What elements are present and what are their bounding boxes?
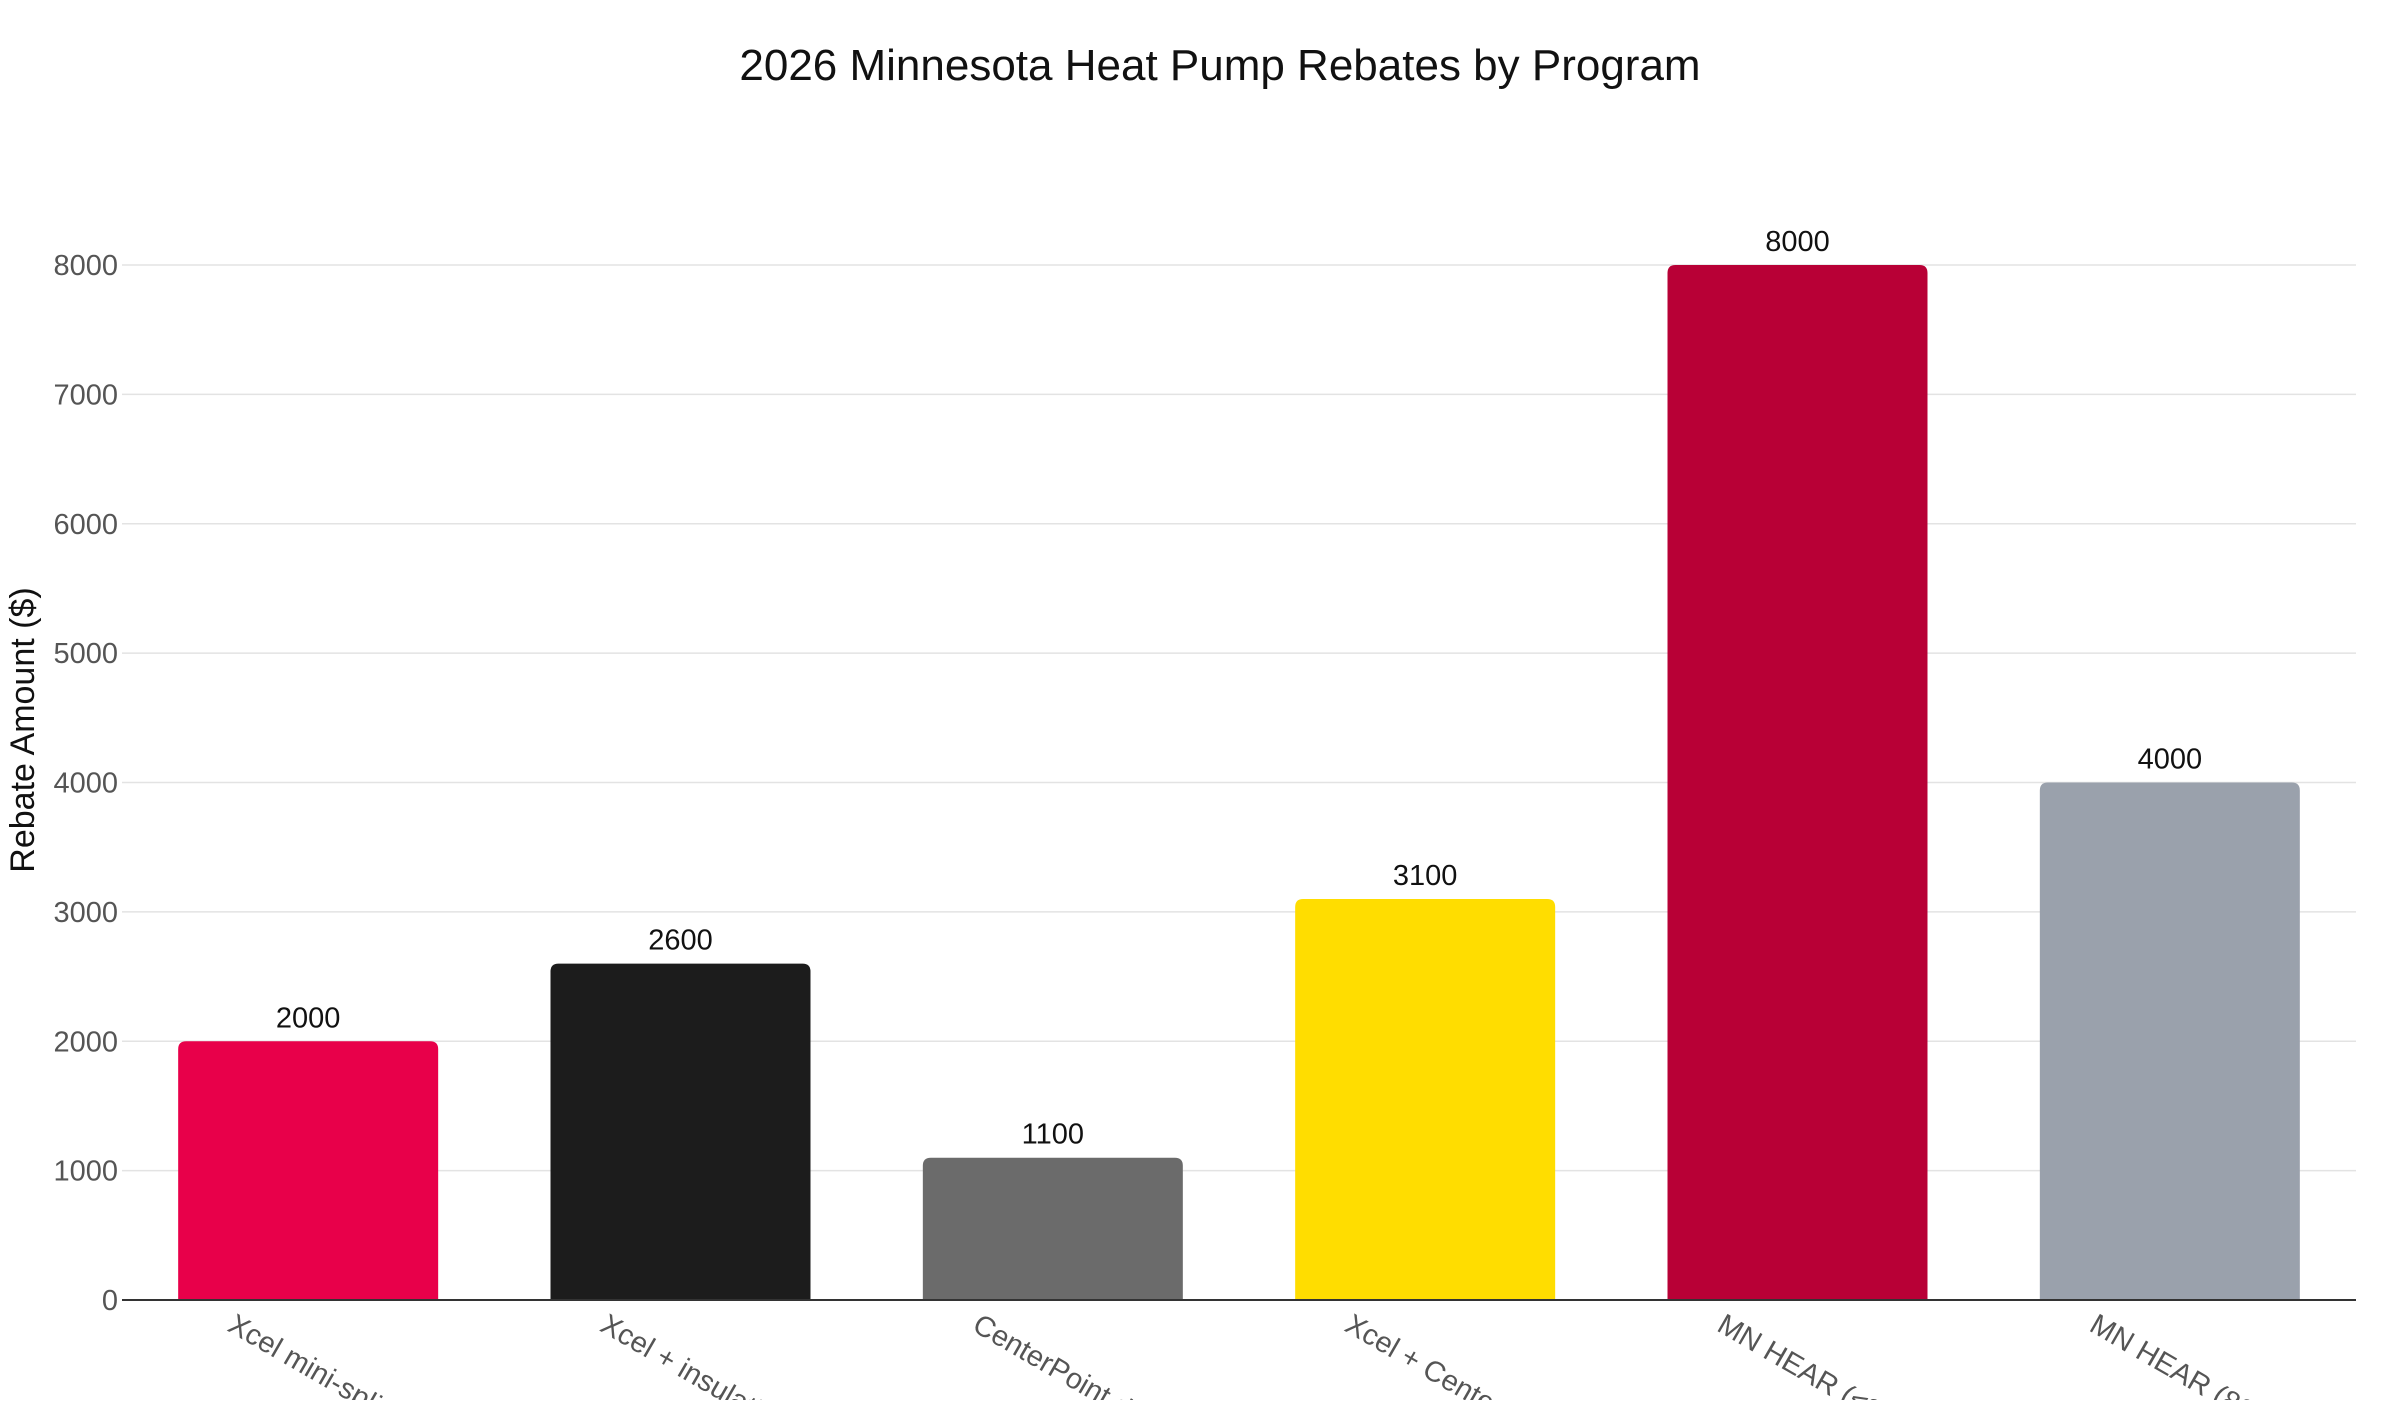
value-label: 8000 [1765, 226, 1830, 258]
value-labels: 2000 2600 1100 3100 8000 4000 [276, 226, 2202, 1151]
x-tick-label: Xcel + CenterP [1340, 1308, 1526, 1400]
x-tick-label: MN HEAR (80-1 [2084, 1308, 2281, 1400]
y-axis-label: Rebate Amount ($) [4, 587, 42, 872]
y-tick-label: 2000 [53, 1026, 118, 1058]
value-label: 2000 [276, 1002, 341, 1034]
value-label: 1100 [1022, 1119, 1084, 1151]
chart-title: 2026 Minnesota Heat Pump Rebates by Prog… [739, 41, 1700, 90]
y-tick-labels: 0 1000 2000 3000 4000 5000 6000 7000 8000 [53, 250, 118, 1317]
gridlines [122, 264, 2356, 1172]
x-tick-label: MN HEAR (≤80 [1712, 1308, 1901, 1400]
x-tick-label: Xcel mini-split [223, 1308, 394, 1400]
bar-0 [178, 1041, 439, 1300]
x-tick-labels: Xcel mini-split Xcel + insulatio CenterPoi… [223, 1308, 2282, 1400]
y-tick-label: 3000 [53, 897, 118, 929]
y-tick-label: 1000 [53, 1156, 118, 1188]
value-label: 3100 [1393, 860, 1458, 892]
y-tick-label: 8000 [53, 250, 118, 282]
y-tick-label: 5000 [53, 638, 118, 670]
y-tick-label: 6000 [53, 509, 118, 541]
bar-1 [550, 963, 811, 1300]
value-label: 4000 [2138, 744, 2203, 776]
x-tick-label: Xcel + insulatio [595, 1308, 781, 1400]
y-tick-label: 7000 [53, 379, 118, 411]
bar-3 [1295, 898, 1556, 1300]
bar-5 [2039, 782, 2300, 1300]
x-tick-label: CenterPoint du [967, 1308, 1151, 1400]
bars [178, 265, 2300, 1300]
value-label: 2600 [648, 925, 713, 957]
bar-2 [922, 1157, 1183, 1300]
y-tick-label: 4000 [53, 768, 118, 800]
bar-4 [1667, 265, 1928, 1300]
y-tick-label: 0 [102, 1285, 118, 1317]
